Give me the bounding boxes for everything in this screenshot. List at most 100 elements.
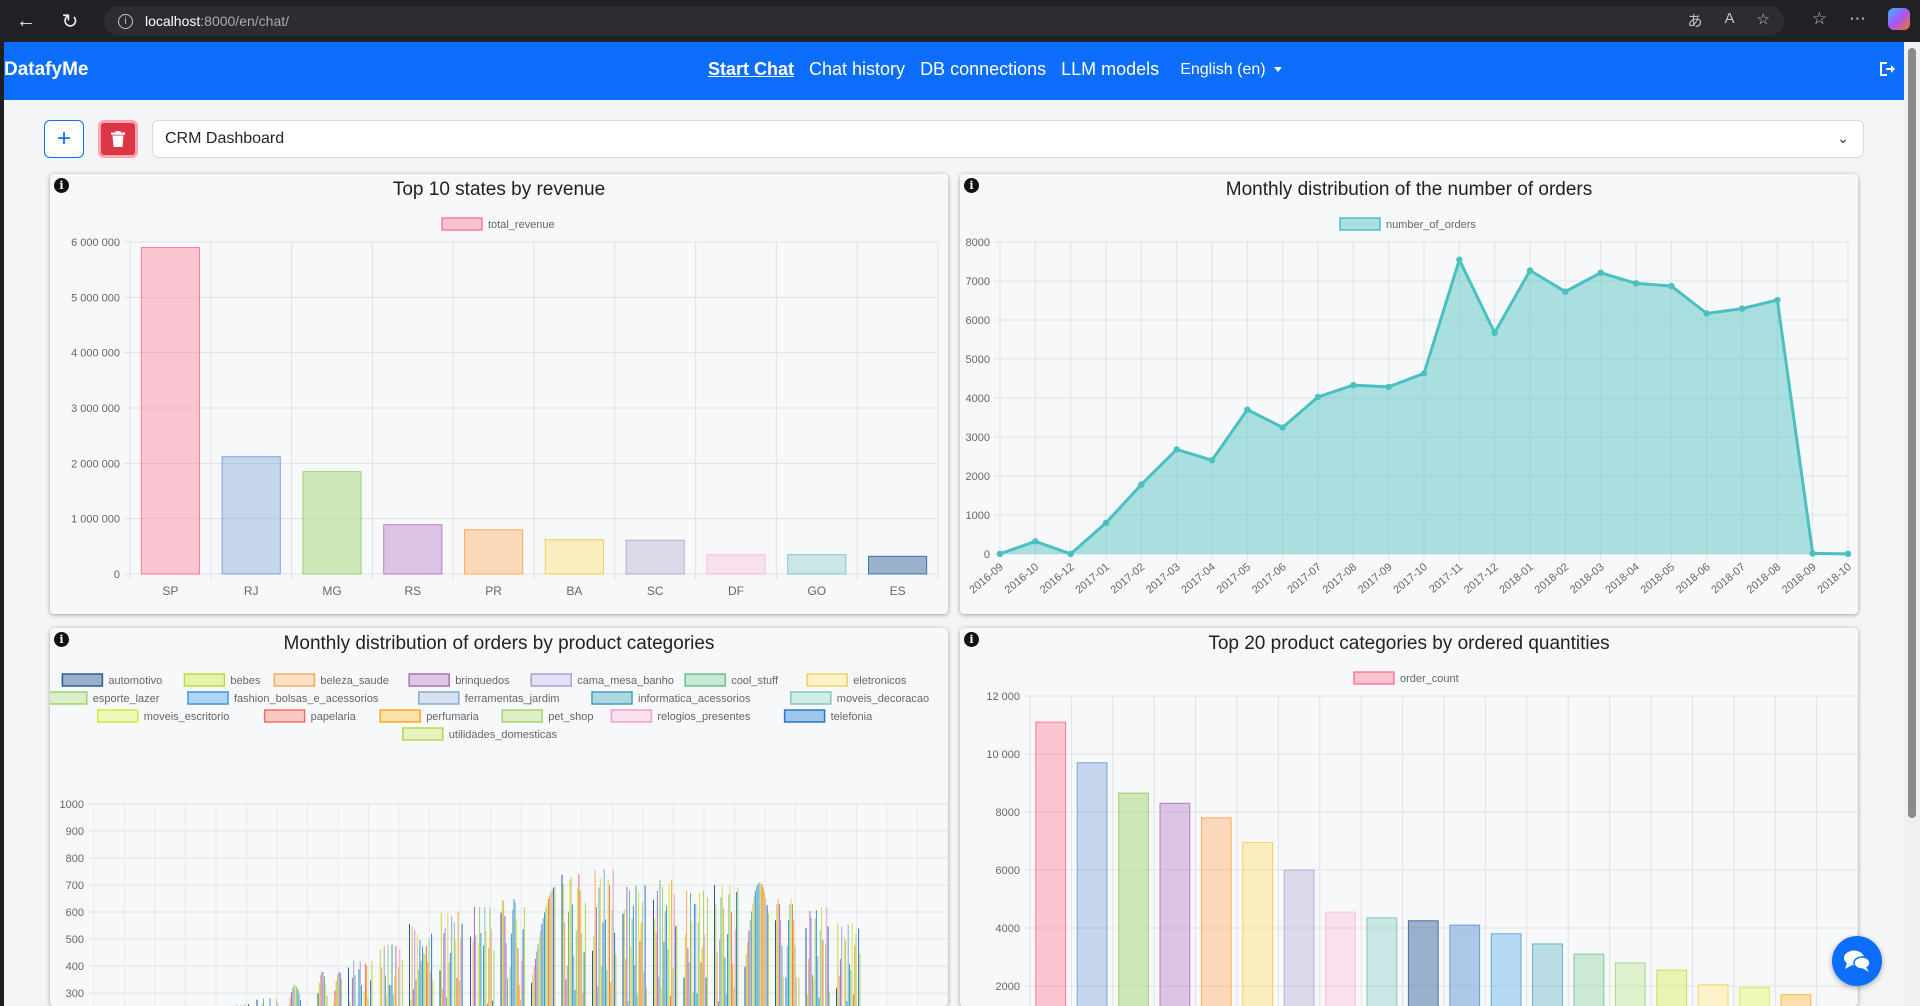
category-bar — [351, 977, 353, 1006]
category-bar — [545, 907, 547, 1006]
category-bar — [673, 894, 675, 1006]
y-tick-label: 900 — [66, 826, 84, 838]
category-bar — [847, 924, 849, 1006]
category-bar — [459, 980, 460, 1006]
category-bar — [809, 911, 811, 1006]
back-icon[interactable]: ← — [16, 9, 36, 32]
category-bar — [383, 946, 385, 1006]
delete-dashboard-button[interactable] — [98, 120, 138, 158]
favorites-icon[interactable]: ☆ — [1811, 9, 1827, 28]
bar-chart-orders-by-category: automotivo bebes beleza_saude brinquedos cam… — [50, 673, 948, 1006]
category-bar — [686, 890, 688, 1006]
y-tick-label: 1 000 000 — [71, 514, 120, 526]
y-tick-label: 3000 — [966, 432, 990, 444]
y-tick-label: 5000 — [966, 354, 990, 366]
category-bar — [672, 968, 674, 1006]
reload-icon[interactable]: ↻ — [61, 10, 79, 33]
x-tick-label: MG — [322, 584, 341, 598]
y-tick-label: 10 000 — [986, 749, 1020, 761]
nav-db-connections[interactable]: DB connections — [920, 59, 1047, 79]
legend-label: order_count — [1400, 673, 1459, 685]
category-bar — [700, 962, 702, 1006]
category-bar — [431, 933, 433, 1006]
category-bar — [573, 955, 575, 1006]
category-bar — [427, 962, 429, 1006]
category-bar — [699, 892, 701, 1006]
dashboard-toolbar: + CRM Dashboard ⌄ — [44, 120, 1864, 158]
info-icon[interactable]: i — [964, 632, 979, 647]
category-bar — [363, 991, 365, 1006]
category-bar — [754, 890, 756, 1006]
category-bar — [584, 902, 586, 1006]
category-bar — [812, 974, 813, 1006]
category-bar — [715, 903, 717, 1006]
category-bar — [668, 884, 670, 1006]
translate-icon[interactable]: あ — [1687, 13, 1703, 30]
category-bar — [656, 890, 658, 1006]
category-bar — [388, 984, 390, 1006]
add-dashboard-button[interactable]: + — [44, 120, 84, 158]
category-bar — [353, 960, 355, 1006]
info-icon[interactable]: i — [54, 178, 69, 193]
area-chart-monthly-orders: number_of_orders 0 1000 2000 3000 4000 5000 600… — [966, 217, 1854, 596]
category-bar — [297, 989, 299, 1006]
category-bar — [728, 894, 730, 1006]
top-navbar: DatafyMe Start Chat Chat history DB conn… — [4, 42, 1904, 100]
dashboard-select[interactable]: CRM Dashboard ⌄ — [152, 120, 1864, 158]
nav-llm-models[interactable]: LLM models — [1061, 59, 1160, 79]
category-bar — [683, 977, 685, 1006]
data-point — [1738, 305, 1746, 312]
category-bar — [394, 975, 396, 1006]
brand-logo[interactable]: DatafyMe — [4, 59, 89, 80]
category-bar — [623, 909, 625, 1006]
data-point — [1208, 457, 1216, 464]
copilot-icon[interactable] — [1888, 8, 1910, 30]
category-bar — [460, 938, 462, 1006]
category-bar — [810, 917, 812, 1006]
site-info-icon[interactable]: i — [118, 13, 133, 29]
info-icon[interactable]: i — [54, 632, 69, 647]
chat-fab-button[interactable] — [1832, 936, 1882, 986]
category-bar — [757, 883, 759, 1006]
category-bar — [849, 964, 850, 1006]
y-tick-label: 7000 — [966, 276, 990, 288]
category-bar — [608, 885, 610, 1006]
more-menu-icon[interactable]: ⋯ — [1849, 9, 1866, 28]
category-bar — [813, 977, 815, 1006]
data-point — [1420, 370, 1428, 377]
category-bar — [483, 945, 484, 1006]
category-bar — [500, 912, 502, 1006]
category-bar — [390, 984, 392, 1006]
info-icon[interactable]: i — [964, 178, 979, 193]
scrollbar-thumb[interactable] — [1908, 48, 1916, 818]
category-bar — [594, 870, 596, 1006]
category-bar — [615, 954, 617, 1006]
legend-label: cool_stuff — [731, 675, 779, 687]
chart-title: Top 20 product categories by ordered qua… — [1208, 633, 1610, 654]
nav-start-chat[interactable]: Start Chat — [708, 59, 795, 79]
bar — [1532, 943, 1563, 1006]
category-bar — [429, 971, 431, 1006]
y-tick-label: 3 000 000 — [71, 403, 120, 415]
logout-icon[interactable] — [1878, 60, 1896, 83]
category-bar — [663, 941, 665, 1006]
category-bar — [836, 988, 837, 1006]
legend-swatch — [790, 691, 832, 705]
category-bar — [385, 975, 386, 1006]
page-scrollbar[interactable] — [1904, 42, 1920, 1006]
bar — [140, 247, 200, 575]
legend-label: eletronicos — [853, 675, 907, 687]
category-bar — [732, 963, 734, 1006]
app-window: DatafyMe Start Chat Chat history DB conn… — [4, 42, 1904, 1006]
category-bar — [505, 943, 507, 1006]
y-tick-label: 2000 — [966, 471, 990, 483]
category-bar — [838, 975, 840, 1006]
address-bar[interactable]: i localhost:8000/en/chat/ — [104, 6, 1784, 36]
category-bar — [337, 974, 338, 1006]
nav-chat-history[interactable]: Chat history — [809, 59, 906, 79]
read-aloud-icon[interactable]: A — [1724, 10, 1735, 27]
favorite-star-icon[interactable]: ☆ — [1756, 11, 1770, 28]
legend-swatch — [783, 709, 826, 723]
category-bar — [461, 923, 463, 1006]
language-dropdown[interactable]: English (en) — [1180, 59, 1282, 81]
